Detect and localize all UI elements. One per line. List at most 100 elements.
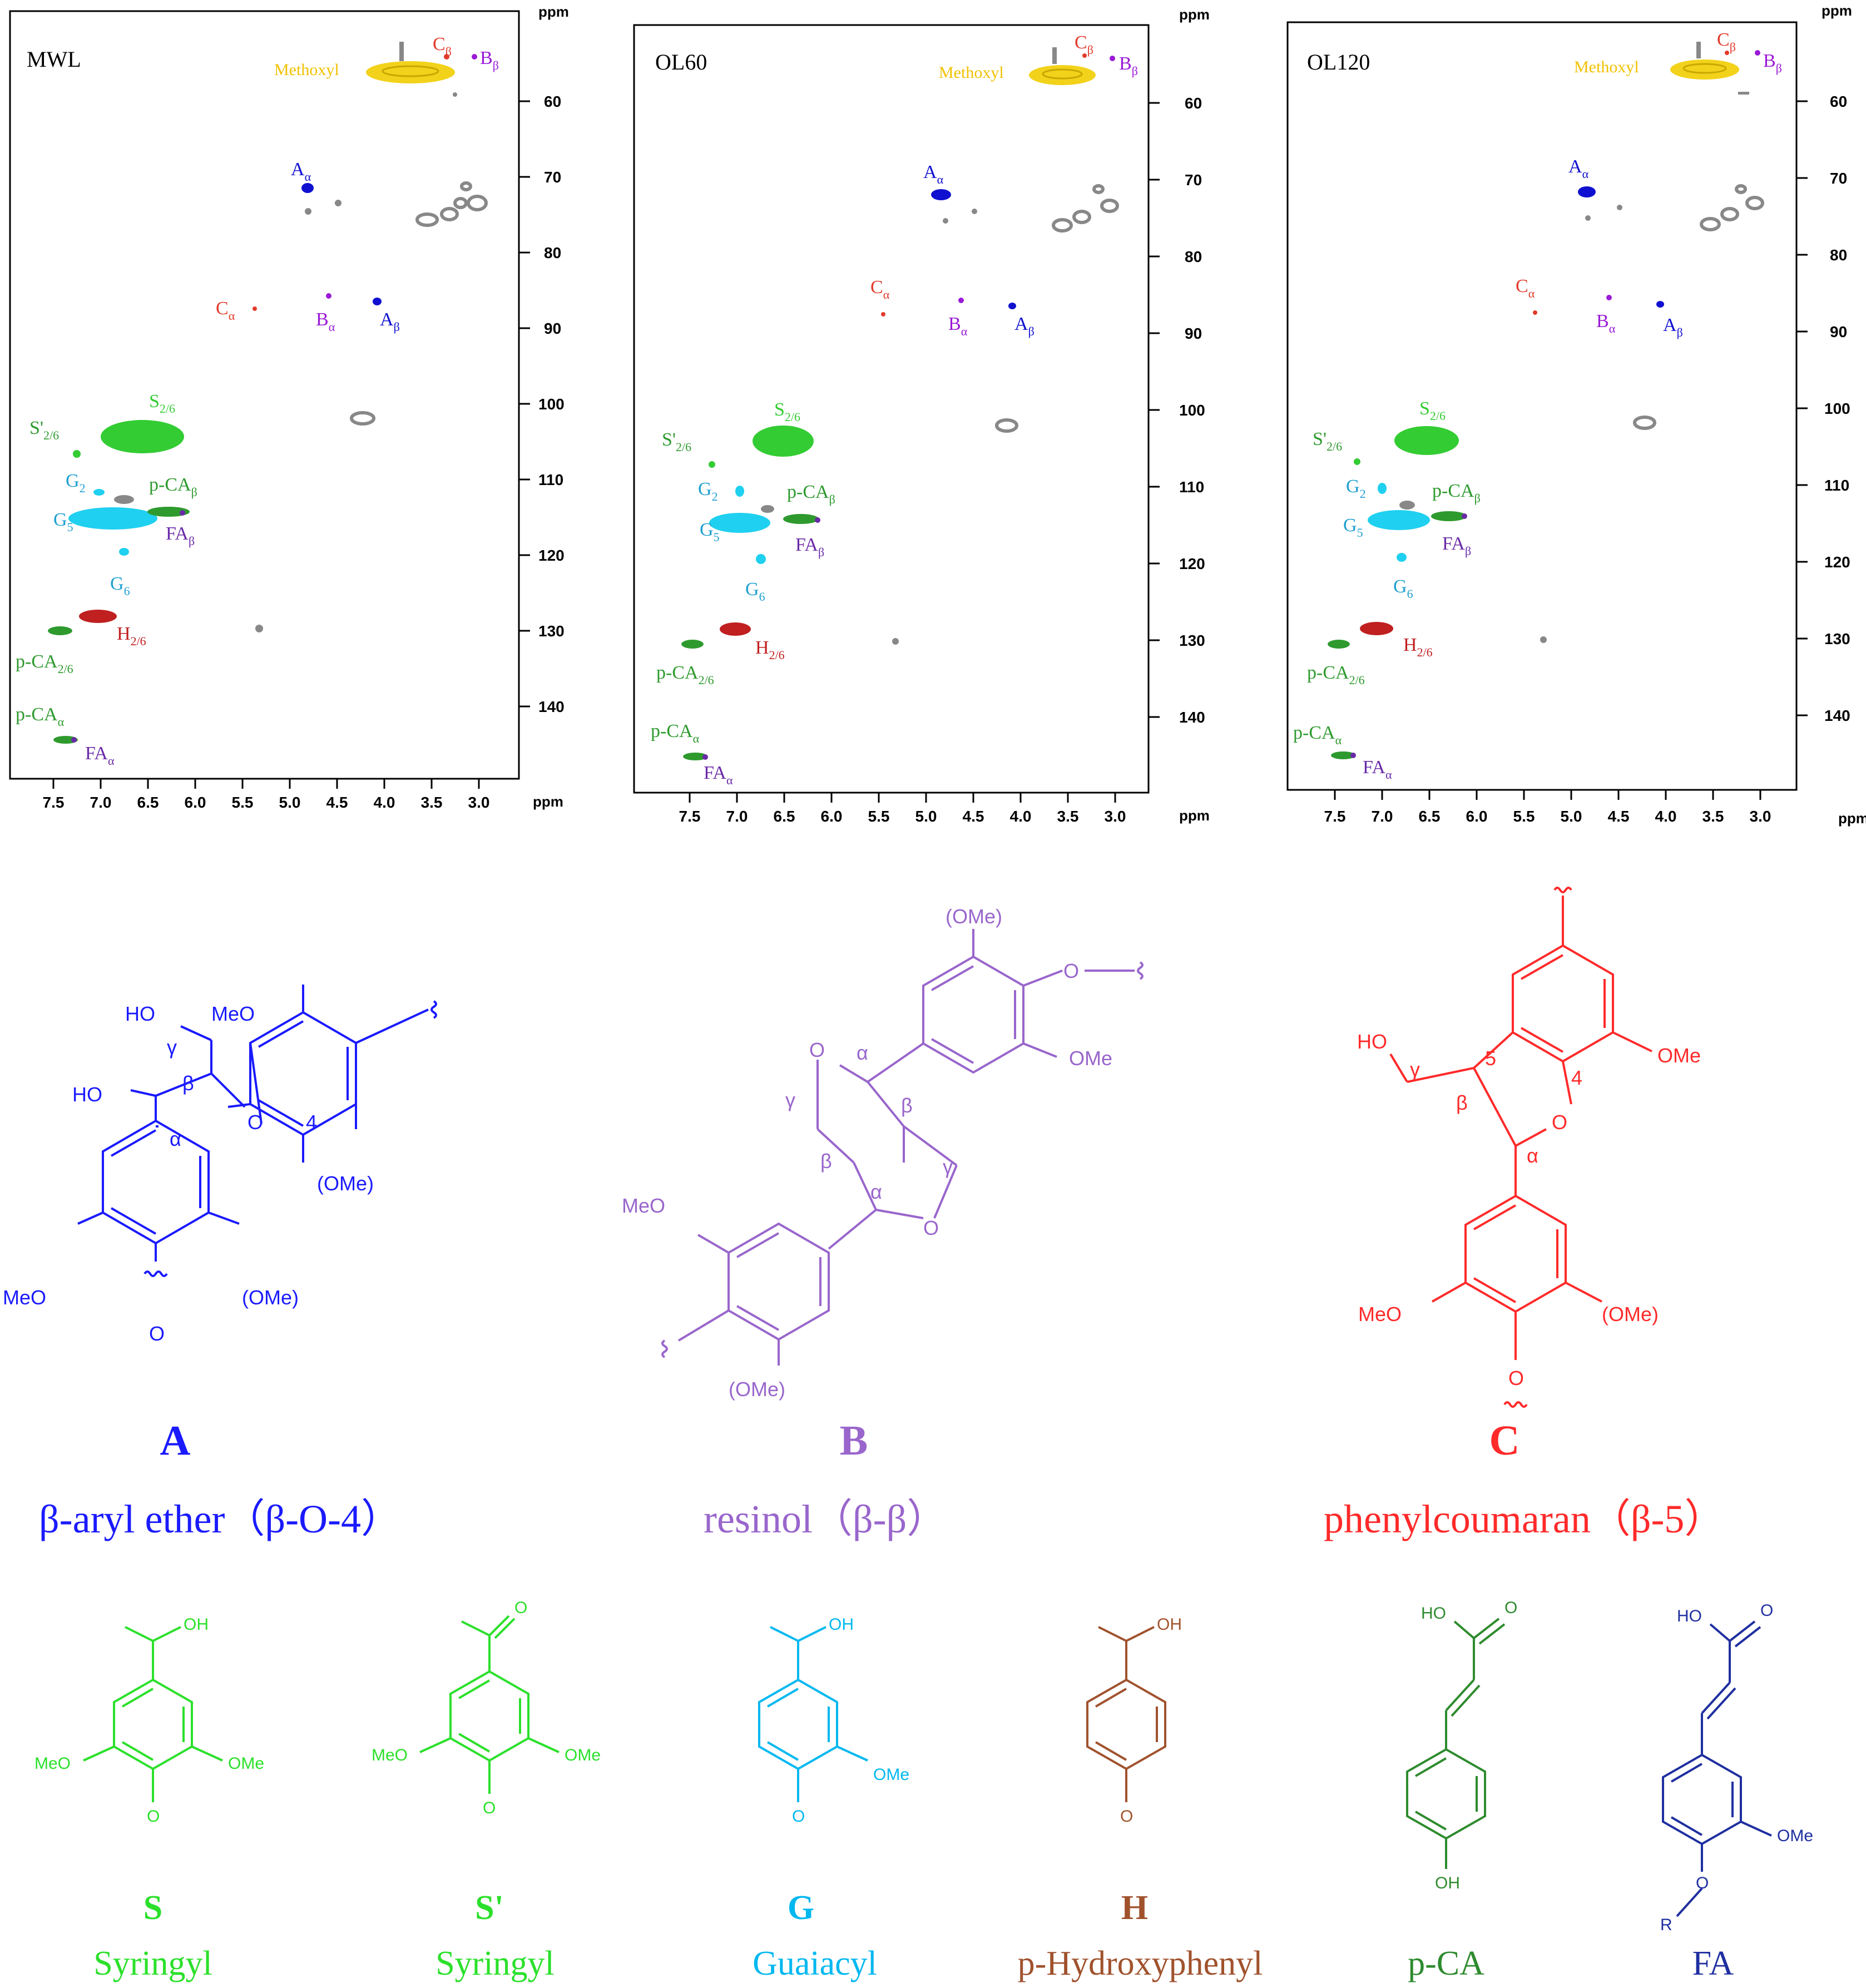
unit-s-prime: [419, 1615, 560, 1794]
peak-gray: [1633, 416, 1656, 430]
atom-label: (OMe): [946, 905, 1002, 928]
atom-label: MeO: [34, 1754, 71, 1773]
carbohydrate-peaks: [1700, 184, 1764, 231]
peak-h26: [720, 622, 751, 636]
carbohydrate-peaks: [415, 181, 488, 227]
y-tick: 80: [1830, 246, 1847, 264]
cross-peaks: [48, 42, 488, 744]
y-tick: 120: [538, 547, 565, 564]
peak-g5: [709, 513, 770, 533]
peak-a-alpha: [301, 183, 314, 193]
peak-fa-alpha: [71, 737, 77, 743]
peak-g6: [1397, 553, 1407, 562]
x-tick: 7.5: [1324, 808, 1346, 825]
methoxyl-peak-inner: [1682, 63, 1727, 74]
label-a-alpha: Aα: [923, 162, 944, 186]
peak-g6: [119, 548, 129, 556]
peak-s26: [753, 426, 814, 457]
label-fa-alpha: FAα: [704, 763, 733, 787]
x-tick: 5.5: [1513, 808, 1535, 825]
peak-gray: [453, 92, 457, 97]
x-tick-labels: 7.5 7.0 6.5 6.0 5.5 5.0 4.5 4.0 3.5 3.0: [679, 808, 1126, 825]
x-tick: 6.0: [1466, 808, 1488, 825]
atom-label: MeO: [372, 1746, 408, 1764]
atom-label: OMe: [1069, 1047, 1112, 1070]
atom-label: α: [1527, 1144, 1538, 1167]
label-h26: H2/6: [117, 624, 146, 648]
peak-g2: [735, 486, 744, 497]
atom-label: α: [170, 1127, 181, 1150]
atom-label: HO: [1421, 1604, 1446, 1623]
label-b-beta: Bβ: [480, 48, 499, 72]
x-tick: 3.5: [1057, 808, 1079, 825]
y-tick-labels: 60 70 80 90 100 110 120 130 140: [1179, 95, 1205, 726]
atom-label: γ: [943, 1155, 953, 1178]
peak-b-beta: [472, 54, 477, 60]
peak-h26: [1360, 622, 1393, 635]
peak-gray: [335, 200, 341, 206]
peak-fa-alpha: [702, 754, 708, 760]
label-s26: S2/6: [149, 391, 175, 416]
peak-pca-alpha: [683, 753, 707, 760]
label-pca-alpha: p-CAα: [1293, 723, 1342, 747]
y-tick: 130: [1179, 632, 1205, 649]
structure-a: [77, 985, 437, 1277]
atom-label: MeO: [1358, 1303, 1402, 1326]
peak-gray: [305, 208, 311, 215]
label-pca-alpha: p-CAα: [16, 704, 65, 729]
label-methoxyl: Methoxyl: [1574, 58, 1639, 76]
unit-label-x: ppm: [533, 793, 563, 810]
peak-pca-alpha: [1331, 751, 1355, 759]
x-tick: 3.5: [1702, 808, 1724, 825]
label-c-alpha: Cα: [870, 277, 890, 301]
peak-gray: [1399, 501, 1415, 510]
peak-b-alpha: [958, 298, 964, 303]
label-fa-alpha: FAα: [85, 743, 115, 768]
atom-label: O: [1063, 960, 1079, 982]
atom-label: β: [820, 1150, 832, 1173]
peak-fa-beta: [180, 510, 185, 516]
x-tick-labels: 7.5 7.0 6.5 6.0 5.5 5.0 4.5 4.0 3.5 3.0: [1324, 808, 1771, 825]
label-g2: G2: [1346, 476, 1366, 501]
x-tick: 7.5: [43, 794, 65, 811]
y-tick: 100: [1824, 400, 1850, 417]
peak-a-alpha: [931, 189, 951, 200]
y-tick: 80: [544, 244, 561, 261]
x-tick: 7.0: [90, 794, 112, 811]
peak-pca26: [48, 626, 72, 635]
peak-gray: [1696, 42, 1701, 58]
peak-gray: [1617, 205, 1622, 210]
atom-label: O: [1508, 1367, 1524, 1389]
x-tick: 4.0: [1010, 808, 1032, 825]
unit-g-name: Guaiacyl: [753, 1945, 877, 1982]
y-tick: 60: [544, 93, 561, 110]
label-b-alpha: Bα: [948, 314, 968, 338]
unit-label-x: ppm: [1179, 807, 1210, 824]
label-pca-beta: p-CAβ: [787, 482, 835, 506]
atom-label: γ: [785, 1089, 795, 1111]
structure-c-name: phenylcoumaran（β-5）: [1324, 1497, 1724, 1541]
unit-fa-name: FA: [1692, 1945, 1734, 1982]
y-tick: 130: [1824, 630, 1850, 647]
methoxyl-peak: [1670, 60, 1739, 80]
peak-pca-beta: [147, 507, 190, 517]
atom-label: O: [514, 1599, 527, 1617]
atom-label: OH: [184, 1615, 209, 1634]
plot-frame: [9, 10, 520, 780]
label-c-beta: Cβ: [1717, 29, 1736, 54]
structure-c-atoms: HO γ β 5 4 OMe O α MeO (OMe) O: [1357, 1030, 1701, 1389]
y-tick: 120: [1179, 555, 1205, 572]
peak-g5: [1368, 510, 1430, 530]
label-b-beta: Bβ: [1119, 53, 1138, 78]
unit-h-letter: H: [1121, 1889, 1148, 1927]
peak-gray: [761, 505, 774, 513]
label-s26: S2/6: [1419, 398, 1446, 423]
x-tick: 6.0: [821, 808, 843, 825]
label-c-alpha: Cα: [1516, 276, 1535, 300]
label-methoxyl: Methoxyl: [939, 63, 1004, 82]
structure-b: [661, 929, 1144, 1366]
label-g6: G6: [110, 573, 130, 598]
structure-b-atoms: (OMe) O OMe O O MeO (OMe) α β γ β γ α: [622, 905, 1112, 1401]
label-g5: G5: [700, 520, 720, 544]
y-tick: 70: [544, 169, 561, 186]
